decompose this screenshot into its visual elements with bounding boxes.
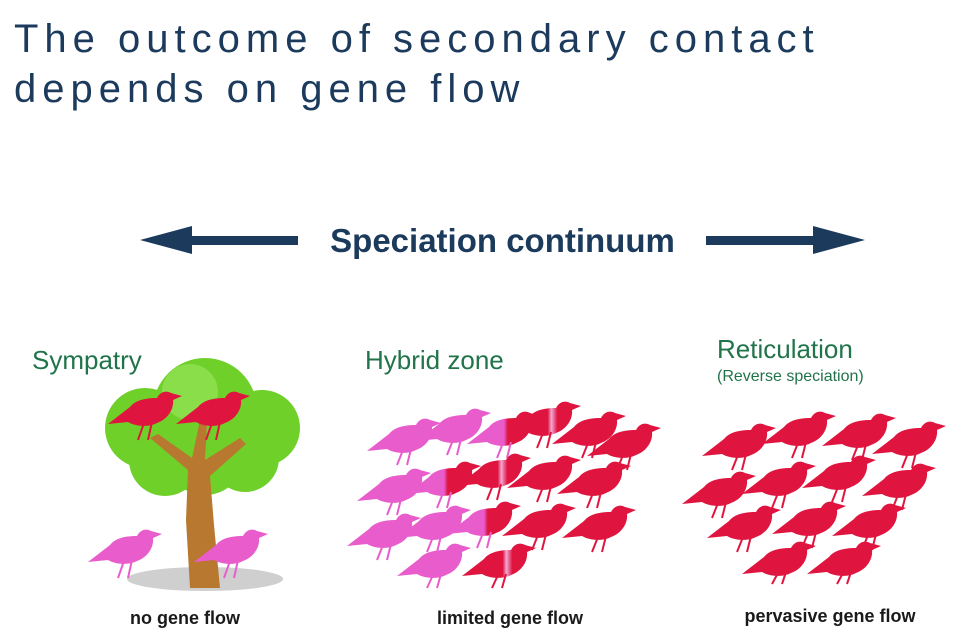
sympatry-scene [88, 358, 300, 591]
bird-icon-red [562, 505, 636, 553]
bird-icon-hybrid [447, 501, 521, 549]
bird-icon-red [802, 455, 876, 503]
title-line-2: depends on gene flow [14, 67, 526, 111]
bird-icon-red [682, 471, 756, 519]
title-line-1: The outcome of secondary contact [14, 17, 820, 61]
sympatry-caption: no gene flow [130, 608, 240, 628]
bird-icon-pink [367, 418, 441, 466]
bird-icon-red [742, 461, 816, 509]
bird-icon-hybrid [457, 453, 531, 501]
bird-icon-red [707, 505, 781, 553]
continuum-label: Speciation continuum [330, 222, 675, 259]
reticulation-caption: pervasive gene flow [744, 606, 916, 626]
bird-icon-red [872, 421, 946, 469]
bird-icon-red [762, 411, 836, 459]
bird-icon-red [502, 503, 576, 551]
reticulation-heading: Reticulation [717, 334, 853, 364]
tree-icon [105, 358, 300, 588]
bird-icon-hybrid [507, 401, 581, 449]
hybrid-zone-flock [347, 401, 661, 589]
bird-icon-red [807, 541, 881, 585]
slide-title: The outcome of secondary contact depends… [14, 14, 964, 114]
bird-icon-pink [194, 529, 268, 579]
left-arrow-icon [140, 226, 298, 254]
continuum-arrows [140, 226, 865, 254]
bird-icon-red [176, 391, 250, 441]
bird-icon-red [862, 463, 936, 511]
bird-icon-red [742, 541, 816, 585]
bird-icon-hybrid [467, 411, 541, 459]
bird-icon-pink [397, 543, 471, 589]
hybrid-zone-heading: Hybrid zone [365, 345, 504, 375]
bird-icon-hybrid [407, 461, 481, 509]
bird-icon-red [822, 413, 896, 461]
hybrid-zone-caption: limited gene flow [436, 608, 583, 628]
reticulation-subheading: (Reverse speciation) [717, 368, 864, 385]
bird-icon-red [772, 501, 846, 549]
bird-icon-red [702, 423, 776, 471]
bird-icon-red [557, 461, 631, 509]
right-arrow-icon [706, 226, 865, 254]
bird-icon-pink [347, 513, 421, 561]
bird-icon-pink [397, 505, 471, 553]
sympatry-heading: Sympatry [32, 345, 142, 375]
bird-icon-pink [417, 408, 491, 456]
bird-icon-hybrid [462, 543, 536, 589]
reticulation-flock [682, 411, 946, 585]
bird-icon-pink [88, 529, 162, 579]
bird-icon-red [507, 455, 581, 503]
bird-icon-red [108, 391, 182, 441]
bird-icon-pink [357, 468, 431, 516]
speciation-continuum: Speciation continuum [140, 220, 865, 264]
